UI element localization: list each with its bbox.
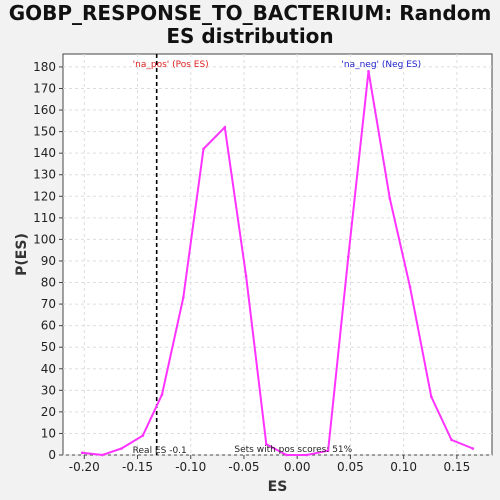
data-point — [388, 197, 392, 200]
data-point — [367, 69, 370, 73]
y-tick-label: 110 — [33, 211, 56, 225]
x-axis: -0.20 -0.15 -0.10 -0.05 0.00 0.05 0.10 0.15 — [69, 455, 470, 474]
y-tick-label: 0 — [48, 448, 56, 462]
pos-es-annotation: 'na_pos' (Pos ES) — [133, 60, 209, 70]
data-point — [408, 285, 412, 289]
data-point — [202, 147, 205, 151]
x-tick-label: 0.05 — [337, 460, 364, 474]
sets-pos-scores-label: Sets with pos scores: 51% — [234, 445, 352, 455]
series-points — [80, 69, 475, 457]
y-tick-label: 50 — [41, 340, 56, 354]
data-point — [326, 449, 330, 452]
data-point — [101, 453, 104, 457]
y-tick-label: 160 — [33, 103, 56, 117]
y-tick-label: 30 — [41, 383, 56, 397]
y-axis-label: P(ES) — [14, 233, 30, 276]
y-tick-label: 60 — [41, 319, 56, 333]
data-point — [80, 451, 84, 455]
data-point — [160, 393, 164, 396]
y-tick-label: 170 — [33, 81, 56, 95]
data-point — [305, 453, 309, 457]
x-tick-label: 0.15 — [444, 460, 471, 474]
series-line — [82, 71, 474, 457]
x-tick-label: -0.20 — [69, 460, 100, 474]
neg-es-annotation: 'na_neg' (Neg ES) — [341, 60, 421, 70]
data-point — [450, 438, 453, 442]
y-tick-label: 130 — [33, 168, 56, 182]
y-tick-label: 40 — [41, 362, 56, 376]
data-point — [223, 126, 227, 129]
x-tick-label: -0.15 — [122, 460, 153, 474]
data-point — [244, 274, 248, 278]
x-tick-label: -0.10 — [175, 460, 206, 474]
y-tick-label: 120 — [33, 189, 56, 203]
y-tick-label: 70 — [41, 297, 56, 311]
y-tick-label: 150 — [33, 125, 56, 139]
y-tick-label: 140 — [33, 146, 56, 160]
data-point — [285, 453, 288, 457]
data-point — [120, 447, 123, 450]
chart-title-line-2: ES distribution — [166, 24, 334, 48]
plot-area — [62, 53, 493, 456]
x-tick-label: 0.00 — [284, 460, 311, 474]
x-tick-label: 0.10 — [390, 460, 417, 474]
chart-title-line-1: GOBP_RESPONSE_TO_BACTERIUM: Random — [8, 1, 492, 25]
y-tick-label: 180 — [33, 60, 56, 74]
y-tick-label: 10 — [41, 426, 56, 440]
y-tick-label: 20 — [41, 405, 56, 419]
data-point — [141, 434, 145, 437]
data-point — [430, 395, 433, 399]
y-axis: 0 10 20 30 40 50 60 70 80 90 100 110 120 130 140 150 160… — [33, 60, 63, 462]
data-point — [471, 447, 475, 450]
real-es-label: Real ES -0.1 — [133, 446, 187, 456]
y-tick-label: 100 — [33, 232, 56, 246]
x-axis-label: ES — [268, 479, 288, 495]
data-point — [265, 442, 268, 446]
chart-title: GOBP_RESPONSE_TO_BACTERIUM: Random ES di… — [0, 2, 500, 48]
x-tick-label: -0.05 — [228, 460, 259, 474]
data-point — [181, 296, 185, 299]
y-tick-label: 90 — [41, 254, 56, 268]
y-tick-label: 80 — [41, 276, 56, 290]
data-point — [346, 255, 350, 258]
